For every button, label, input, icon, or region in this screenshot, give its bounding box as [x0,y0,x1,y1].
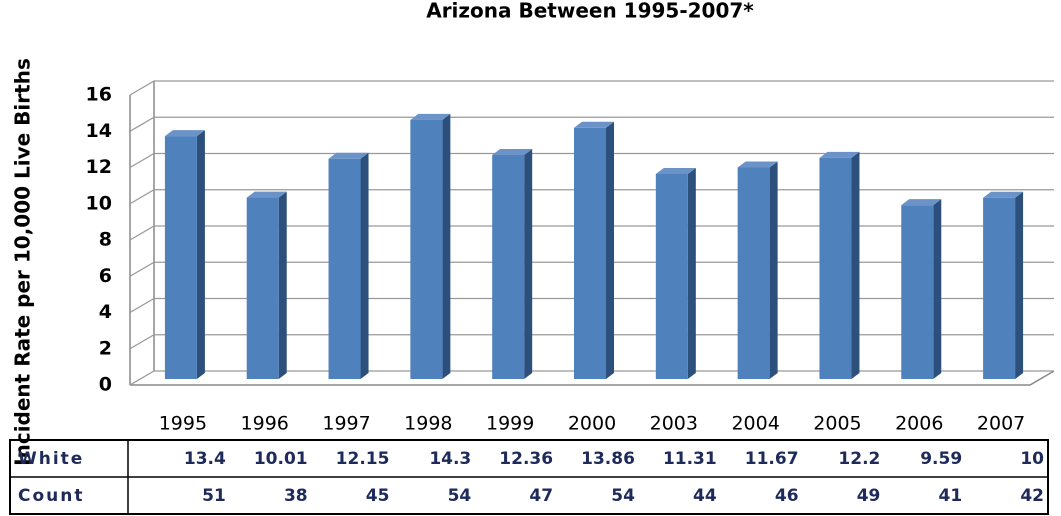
bar-side [196,130,205,379]
grid-line [129,80,1054,96]
bar [328,158,361,379]
bar [983,197,1016,379]
x-tick-label: 2004 [731,413,779,435]
bar-top [492,148,533,155]
bar-side [360,152,369,379]
y-tick-label: 16 [86,84,112,106]
x-tick-label: 2003 [650,413,698,435]
y-tick-label: 4 [99,301,112,323]
bar-top [246,191,287,198]
floor [130,370,1055,386]
x-tick-label: 2006 [895,413,943,435]
table-cell: 10.01 [254,449,308,469]
bar-top [901,199,942,206]
bar-side [851,151,860,379]
y-axis-label: Incident Rate per 10,000 Live Births [11,58,35,466]
x-tick-label: 1996 [241,413,289,435]
x-tick-label: 1997 [322,413,370,435]
bar [574,127,606,379]
table-cell: 10 [1020,449,1044,469]
y-tick-label: 14 [86,120,112,142]
table-cell: 13.86 [581,449,635,469]
table-row-header: White [18,449,84,469]
bar [492,154,525,379]
x-tick-label: 2000 [568,413,616,435]
x-tick-label: 1999 [486,413,534,435]
table-cell: 51 [202,486,226,506]
table-cell: 9.59 [920,449,962,469]
bar-side [687,168,696,379]
table-cell: 54 [611,486,635,506]
bar-side [769,161,778,379]
table-cell: 46 [775,486,799,506]
table-cell: 38 [284,486,308,506]
bar-top [655,168,696,175]
table-cell: 11.67 [745,449,799,469]
bar-top [410,113,451,120]
table-row-header: Count [18,486,85,506]
bar-side [442,113,451,379]
table-cell: 13.4 [184,449,226,469]
x-tick-label: 2007 [977,413,1025,435]
table-cell: 11.31 [663,449,717,469]
table-cell: 41 [939,486,963,506]
table-cell: 47 [529,486,553,506]
table-cell: 54 [448,486,472,506]
chart-title: Arizona Between 1995-2007* [426,0,754,23]
y-tick-label: 2 [99,337,112,359]
bar-side [524,148,533,379]
table-cell: 12.36 [499,449,553,469]
x-tick-label: 2005 [813,413,861,435]
bar-side [606,121,614,379]
y-tick-label: 0 [99,374,112,396]
y-tick-label: 6 [99,265,112,287]
table-cell: 44 [693,486,717,506]
y-tick-label: 8 [99,229,112,251]
bar [655,174,688,379]
bar [901,205,934,379]
bar [164,136,197,379]
bar [819,157,852,379]
bar [410,119,443,379]
bar-top [164,130,205,137]
grid-line [129,116,1054,132]
bar [737,167,770,379]
table-cell: 12.2 [838,449,880,469]
bar-side [1015,191,1024,379]
bar-top [737,161,778,168]
grid-line [129,152,1054,169]
bar-side [933,199,942,379]
bar [246,197,279,379]
table-cell: 45 [366,486,390,506]
table-cell: 42 [1020,486,1044,506]
bar-side [278,191,287,379]
table-cell: 14.3 [429,449,471,469]
bar-top [819,151,860,158]
bar-top [983,191,1024,198]
table-cell: 49 [857,486,881,506]
table-cell: 12.15 [336,449,390,469]
x-tick-label: 1995 [159,413,207,435]
x-tick-label: 1998 [404,413,452,435]
bar-top [574,121,614,128]
y-tick-label: 10 [86,192,112,214]
y-tick-label: 12 [86,156,112,178]
bar-top [328,152,369,159]
